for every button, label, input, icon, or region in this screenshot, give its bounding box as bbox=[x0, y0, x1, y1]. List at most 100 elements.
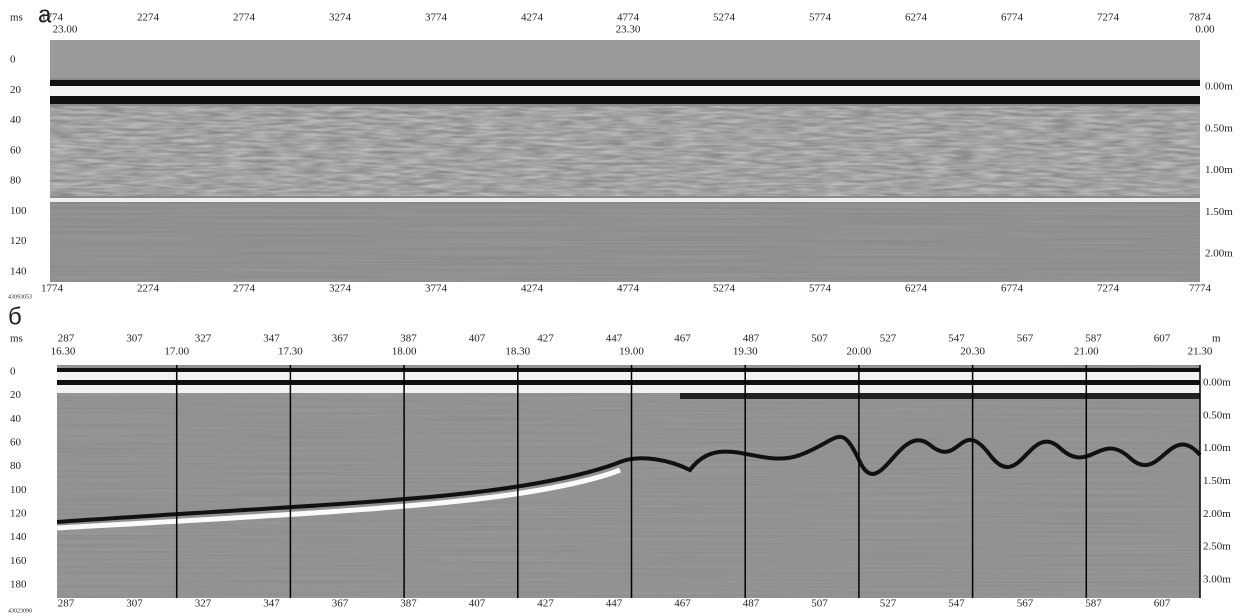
bottom-tick-label: 1774 bbox=[41, 283, 64, 295]
time-tick-label: 60 bbox=[10, 437, 22, 449]
depth-label: 0.00m bbox=[1203, 377, 1231, 389]
top-tick-label: 547 bbox=[948, 333, 965, 345]
top-tick-label: 407 bbox=[469, 333, 486, 345]
bottom-tick-label: 607 bbox=[1154, 598, 1171, 610]
panel-letter: б bbox=[8, 303, 22, 330]
bottom-tick-label: 6274 bbox=[905, 283, 928, 295]
time-tick-label: 20 bbox=[10, 389, 22, 401]
time-label: 20.00 bbox=[847, 346, 872, 358]
time-label: 17.00 bbox=[164, 346, 189, 358]
top-tick-label: 6774 bbox=[1001, 12, 1024, 24]
top-tick-label: 2774 bbox=[233, 12, 256, 24]
top-tick-label: 347 bbox=[263, 333, 280, 345]
top-tick-label: 587 bbox=[1085, 333, 1102, 345]
bottom-tick-label: 527 bbox=[880, 598, 897, 610]
bottom-tick-label: 507 bbox=[811, 598, 828, 610]
top-tick-label: 4274 bbox=[521, 12, 544, 24]
bottom-tick-label: 287 bbox=[58, 598, 75, 610]
bottom-tick-label: 5774 bbox=[809, 283, 832, 295]
time-label: 21.00 bbox=[1074, 346, 1099, 358]
top-tick-label: 7274 bbox=[1097, 12, 1120, 24]
top-tick-label: 447 bbox=[606, 333, 623, 345]
time-label: 23.30 bbox=[616, 24, 641, 36]
top-tick-label: 307 bbox=[126, 333, 143, 345]
bottom-tick-label: 7774 bbox=[1189, 283, 1212, 295]
bottom-tick-label: 3274 bbox=[329, 283, 352, 295]
time-label: 20.30 bbox=[960, 346, 985, 358]
bottom-tick-label: 307 bbox=[126, 598, 143, 610]
bottom-tick-label: 5274 bbox=[713, 283, 736, 295]
unit-label: ms bbox=[10, 333, 23, 345]
time-tick-label: 140 bbox=[10, 531, 27, 543]
depth-label: 0.50m bbox=[1205, 122, 1233, 134]
serial-number: 43023090 bbox=[8, 608, 32, 614]
time-tick-label: 160 bbox=[10, 555, 27, 567]
time-label: 16.30 bbox=[51, 346, 76, 358]
time-label: 23.00 bbox=[53, 24, 78, 36]
depth-label: 1.50m bbox=[1203, 475, 1231, 487]
top-tick-label: 327 bbox=[195, 333, 212, 345]
bottom-tick-label: 3774 bbox=[425, 283, 448, 295]
top-tick-label: 507 bbox=[811, 333, 828, 345]
top-tick-label: 487 bbox=[743, 333, 760, 345]
time-tick-label: 120 bbox=[10, 235, 27, 247]
time-tick-label: 80 bbox=[10, 175, 22, 187]
top-tick-label: 527 bbox=[880, 333, 897, 345]
depth-label: 2.00m bbox=[1203, 508, 1231, 520]
radargram-b bbox=[56, 365, 1202, 598]
top-tick-label: 4774 bbox=[617, 12, 640, 24]
top-tick-label: 2274 bbox=[137, 12, 160, 24]
bottom-tick-label: 6774 bbox=[1001, 283, 1024, 295]
bottom-tick-label: 387 bbox=[400, 598, 417, 610]
panel-letter: а bbox=[38, 1, 52, 28]
time-tick-label: 100 bbox=[10, 205, 27, 217]
bottom-tick-label: 4274 bbox=[521, 283, 544, 295]
time-label: 17.30 bbox=[278, 346, 303, 358]
serial-number: 43093053 bbox=[8, 294, 32, 300]
bottom-tick-label: 487 bbox=[743, 598, 760, 610]
time-tick-label: 0 bbox=[10, 54, 16, 66]
top-tick-label: 387 bbox=[400, 333, 417, 345]
bottom-tick-label: 547 bbox=[948, 598, 965, 610]
top-tick-label: 427 bbox=[537, 333, 554, 345]
bottom-tick-label: 367 bbox=[332, 598, 349, 610]
bottom-tick-label: 2774 bbox=[233, 283, 256, 295]
top-tick-label: 3774 bbox=[425, 12, 448, 24]
time-tick-label: 100 bbox=[10, 484, 27, 496]
radargram-a bbox=[50, 40, 1200, 282]
time-label: 19.30 bbox=[733, 346, 758, 358]
time-label: 18.00 bbox=[392, 346, 417, 358]
time-tick-label: 180 bbox=[10, 579, 27, 591]
distance-unit: m bbox=[1212, 333, 1221, 345]
top-tick-label: 367 bbox=[332, 333, 349, 345]
bottom-tick-label: 4774 bbox=[617, 283, 640, 295]
depth-label: 1.00m bbox=[1203, 442, 1231, 454]
time-tick-label: 40 bbox=[10, 413, 22, 425]
top-tick-label: 5274 bbox=[713, 12, 736, 24]
bottom-tick-label: 467 bbox=[674, 598, 691, 610]
time-tick-label: 40 bbox=[10, 114, 22, 126]
top-tick-label: 607 bbox=[1154, 333, 1171, 345]
time-tick-label: 140 bbox=[10, 266, 27, 278]
bottom-tick-label: 2274 bbox=[137, 283, 160, 295]
time-tick-label: 120 bbox=[10, 508, 27, 520]
time-tick-label: 80 bbox=[10, 460, 22, 472]
depth-label: 1.00m bbox=[1205, 164, 1233, 176]
time-tick-label: 0 bbox=[10, 366, 16, 378]
bottom-tick-label: 567 bbox=[1017, 598, 1034, 610]
bottom-tick-label: 7274 bbox=[1097, 283, 1120, 295]
top-tick-label: 287 bbox=[58, 333, 75, 345]
bottom-tick-label: 407 bbox=[469, 598, 486, 610]
bottom-tick-label: 347 bbox=[263, 598, 280, 610]
bottom-tick-label: 327 bbox=[195, 598, 212, 610]
time-label: 19.00 bbox=[619, 346, 644, 358]
unit-label: ms bbox=[10, 12, 23, 24]
top-tick-label: 1774 bbox=[41, 12, 64, 24]
time-tick-label: 60 bbox=[10, 144, 22, 156]
top-tick-label: 6274 bbox=[905, 12, 928, 24]
depth-label: 0.00m bbox=[1205, 81, 1233, 93]
depth-label: 2.50m bbox=[1203, 541, 1231, 553]
top-tick-label: 5774 bbox=[809, 12, 832, 24]
depth-label: 1.50m bbox=[1205, 206, 1233, 218]
